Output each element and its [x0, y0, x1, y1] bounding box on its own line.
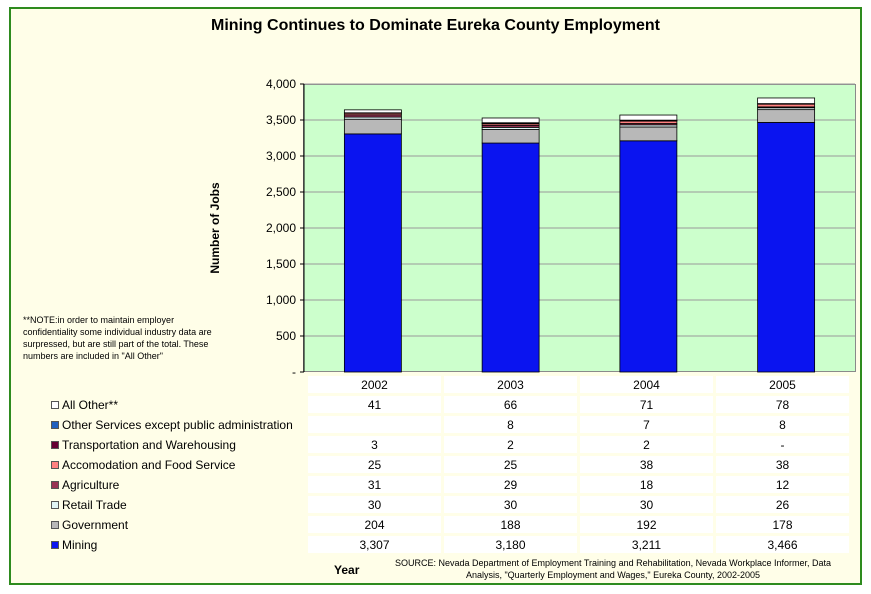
data-label: 192: [580, 516, 713, 533]
y-tick-label: 2,500: [266, 185, 296, 199]
bar-segment-accomodation-and-food-service-2005: [757, 103, 816, 108]
legend-entry: Government: [48, 516, 305, 533]
data-label: 30: [580, 496, 713, 513]
data-label: 25: [308, 456, 441, 473]
y-tick-label: 500: [276, 329, 296, 343]
data-label: 71: [580, 396, 713, 413]
legend-swatch: [51, 520, 59, 529]
x-tick-label: 2005: [716, 376, 849, 393]
legend-swatch: [51, 500, 59, 509]
y-tick-label: 1,000: [266, 293, 296, 307]
chart-title: Mining Continues to Dominate Eureka Coun…: [211, 17, 660, 34]
table-row: Other Services except public administrat…: [48, 416, 849, 433]
table-row: Government 204 188 192 178: [48, 516, 849, 533]
x-tick-label: 2004: [580, 376, 713, 393]
table-row: Transportation and Warehousing 3 2 2-: [48, 436, 849, 453]
y-tick-label: 3,500: [266, 113, 296, 127]
table-row: Agriculture 31 29 18 12: [48, 476, 849, 493]
data-label: 8: [444, 416, 577, 433]
bar-segment-government-2002: [343, 118, 402, 135]
data-label: 25: [444, 456, 577, 473]
data-label: 7: [580, 416, 713, 433]
source-note: SOURCE: Nevada Department of Employment …: [394, 558, 832, 580]
data-label: 41: [308, 396, 441, 413]
bar-segment-mining-2002: [343, 133, 402, 373]
legend-entry: Accomodation and Food Service: [48, 456, 305, 473]
y-tick-label: 1,500: [266, 257, 296, 271]
x-axis-label: Year: [334, 563, 360, 577]
legend-swatch: [51, 440, 59, 449]
data-label: 29: [444, 476, 577, 493]
legend-swatch: [51, 480, 59, 489]
data-label: 3,307: [308, 536, 441, 553]
series-name: Transportation and Warehousing: [62, 437, 236, 452]
y-tick-label: 2,000: [266, 221, 296, 235]
legend-entry: Agriculture: [48, 476, 305, 493]
x-tick-label: 2002: [308, 376, 441, 393]
bar-segment-all-other-2003: [481, 117, 540, 124]
data-label: 12: [716, 476, 849, 493]
series-name: Agriculture: [62, 477, 120, 492]
data-label: 26: [716, 496, 849, 513]
table-corner: [48, 376, 305, 393]
data-label: 38: [580, 456, 713, 473]
table-row: Mining 3,307 3,180 3,211 3,466: [48, 536, 849, 553]
x-tick-label: 2003: [444, 376, 577, 393]
data-label: 38: [716, 456, 849, 473]
data-label: 2: [444, 436, 577, 453]
data-label: 30: [308, 496, 441, 513]
y-tick-label: 3,000: [266, 149, 296, 163]
data-label: 78: [716, 396, 849, 413]
legend-entry: Retail Trade: [48, 496, 305, 513]
legend-swatch: [51, 420, 59, 429]
bar-segment-mining-2004: [619, 140, 678, 373]
bar-segment-government-2005: [757, 109, 816, 123]
legend-entry: Mining: [48, 536, 305, 553]
confidentiality-note: **NOTE:in order to maintain employer con…: [23, 315, 212, 361]
bar-segment-all-other-2004: [619, 114, 678, 121]
data-label: 3,466: [716, 536, 849, 553]
table-row: Accomodation and Food Service 25 25 38 38: [48, 456, 849, 473]
data-label: 3: [308, 436, 441, 453]
data-label: 66: [444, 396, 577, 413]
data-label: 30: [444, 496, 577, 513]
y-tick-label: -: [292, 365, 296, 379]
bar-segment-mining-2005: [757, 122, 816, 373]
data-table: 2002 2003 2004 2005 All Other** 41 66 71 78 Other…: [45, 373, 852, 556]
data-label: 188: [444, 516, 577, 533]
bar-segment-government-2004: [619, 126, 678, 142]
series-name: Retail Trade: [62, 497, 127, 512]
series-name: Mining: [62, 537, 98, 552]
data-label: 3,180: [444, 536, 577, 553]
legend-swatch: [51, 540, 59, 549]
data-label: -: [716, 436, 849, 453]
data-label: 8: [716, 416, 849, 433]
table-row: Retail Trade 30 30 30 26: [48, 496, 849, 513]
legend-swatch: [51, 460, 59, 469]
legend-entry: Transportation and Warehousing: [48, 436, 305, 453]
data-label: 3,211: [580, 536, 713, 553]
data-label: 2: [580, 436, 713, 453]
bar-segment-mining-2003: [481, 142, 540, 373]
legend-entry: Other Services except public administrat…: [48, 416, 305, 433]
series-name: Other Services except public administrat…: [62, 417, 293, 432]
series-name: Government: [62, 517, 129, 532]
data-label: 204: [308, 516, 441, 533]
data-label: 178: [716, 516, 849, 533]
bar-segment-all-other-2002: [343, 109, 402, 114]
bar-segment-all-other-2005: [757, 97, 816, 104]
legend-swatch: [51, 400, 59, 409]
data-label: 31: [308, 476, 441, 493]
legend-entry: All Other**: [48, 396, 305, 413]
series-name: All Other**: [62, 397, 119, 412]
data-label: [308, 416, 441, 433]
series-name: Accomodation and Food Service: [62, 457, 236, 472]
data-label: 18: [580, 476, 713, 493]
y-tick-label: 4,000: [266, 77, 296, 91]
bar-segment-government-2003: [481, 129, 540, 144]
table-row: All Other** 41 66 71 78: [48, 396, 849, 413]
